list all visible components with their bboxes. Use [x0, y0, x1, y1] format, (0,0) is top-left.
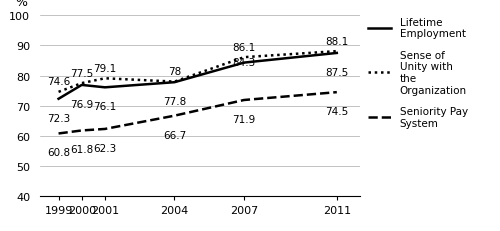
Seniority Pay
System	[56, 133, 62, 135]
Text: 86.1: 86.1	[232, 43, 256, 52]
Text: 61.8: 61.8	[70, 145, 94, 155]
Text: 74.6: 74.6	[47, 77, 70, 87]
Sense of
Unity with
the
Organization	[78, 82, 84, 85]
Line: Lifetime
Employment: Lifetime Employment	[58, 54, 337, 99]
Text: 71.9: 71.9	[232, 114, 256, 124]
Text: 88.1: 88.1	[325, 36, 348, 46]
Lifetime
Employment	[102, 87, 108, 89]
Line: Sense of
Unity with
the
Organization: Sense of Unity with the Organization	[58, 52, 337, 92]
Text: 78: 78	[168, 67, 181, 77]
Text: 72.3: 72.3	[47, 113, 70, 123]
Text: 76.1: 76.1	[94, 102, 116, 112]
Seniority Pay
System	[172, 115, 177, 118]
Legend: Lifetime
Employment, Sense of
Unity with
the
Organization, Seniority Pay
System: Lifetime Employment, Sense of Unity with…	[368, 18, 468, 128]
Seniority Pay
System	[334, 91, 340, 94]
Sense of
Unity with
the
Organization	[172, 81, 177, 84]
Text: 66.7: 66.7	[163, 130, 186, 140]
Lifetime
Employment	[334, 52, 340, 55]
Text: 84.3: 84.3	[232, 58, 256, 68]
Text: 87.5: 87.5	[325, 67, 348, 77]
Seniority Pay
System	[102, 128, 108, 131]
Sense of
Unity with
the
Organization	[56, 91, 62, 94]
Y-axis label: %: %	[15, 0, 27, 9]
Text: 79.1: 79.1	[94, 64, 116, 73]
Sense of
Unity with
the
Organization	[102, 78, 108, 80]
Text: 62.3: 62.3	[94, 143, 116, 153]
Lifetime
Employment	[78, 84, 84, 87]
Text: 77.5: 77.5	[70, 68, 94, 78]
Line: Seniority Pay
System: Seniority Pay System	[58, 93, 337, 134]
Text: 77.8: 77.8	[163, 97, 186, 107]
Text: 60.8: 60.8	[47, 148, 70, 158]
Lifetime
Employment	[241, 62, 247, 65]
Sense of
Unity with
the
Organization	[334, 51, 340, 53]
Lifetime
Employment	[172, 82, 177, 84]
Text: 76.9: 76.9	[70, 99, 94, 109]
Text: 74.5: 74.5	[325, 106, 348, 116]
Sense of
Unity with
the
Organization	[241, 57, 247, 59]
Seniority Pay
System	[78, 130, 84, 132]
Lifetime
Employment	[56, 98, 62, 101]
Seniority Pay
System	[241, 99, 247, 102]
